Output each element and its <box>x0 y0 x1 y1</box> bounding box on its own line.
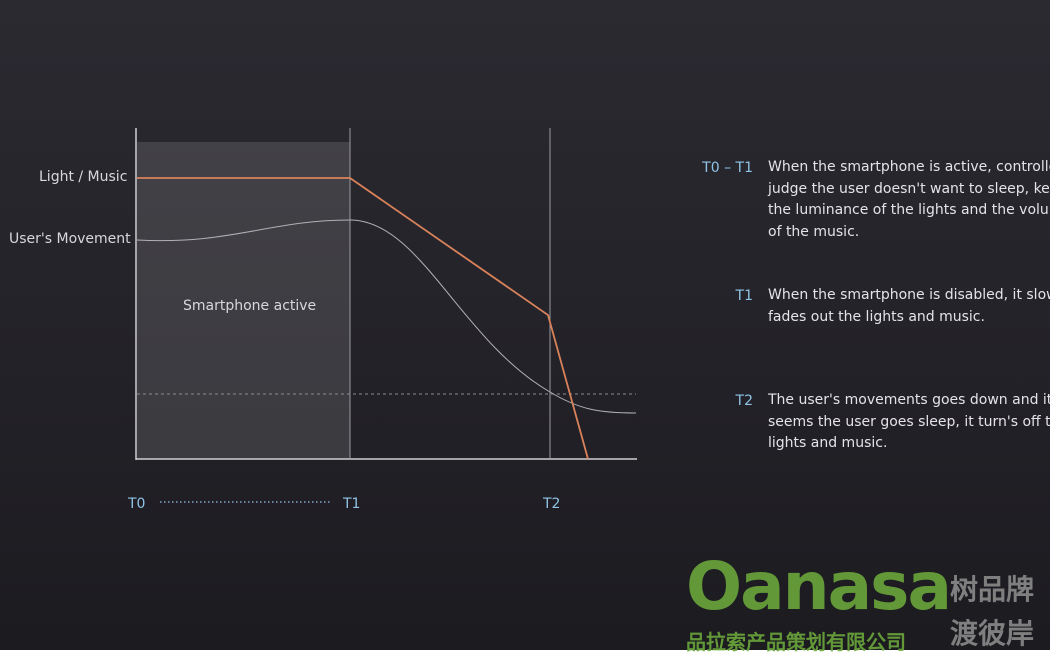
light-music-curve <box>137 177 589 460</box>
active-region <box>137 142 350 459</box>
y-label: Light / Music <box>39 169 128 185</box>
note-line: When the smartphone is active, controlle… <box>768 159 1050 175</box>
note-line: The user's movements goes down and it <box>768 392 1050 408</box>
watermark-brand: Oanasa <box>686 548 952 625</box>
note-key: T0 – T1 <box>702 160 753 176</box>
time-mark: T1 <box>343 496 361 512</box>
watermark-company: 品拉索产品策划有限公司 <box>686 630 906 654</box>
note-body: The user's movements goes down and it see… <box>768 390 1050 455</box>
note-key: T1 <box>735 288 753 304</box>
time-mark: T0 <box>128 496 146 512</box>
note-line: the luminance of the lights and the volu… <box>768 202 1050 218</box>
watermark-tag: 树品牌 <box>950 573 1035 606</box>
note-line: of the music. <box>768 223 860 240</box>
note-key: T2 <box>735 393 753 409</box>
watermark-tag: 渡彼岸 <box>950 617 1035 650</box>
note-line: seems the user goes sleep, it turn's off… <box>768 413 1050 430</box>
note-line: lights and music. <box>768 435 888 451</box>
movement-curve <box>136 219 637 414</box>
y-label: User's Movement <box>9 231 131 247</box>
note-line: judge the user doesn't want to sleep, ke… <box>768 180 1050 197</box>
note-body: When the smartphone is active, controlle… <box>768 157 1050 243</box>
note-line: fades out the lights and music. <box>768 308 985 325</box>
note-body: When the smartphone is disabled, it slow… <box>768 285 1050 328</box>
note-line: When the smartphone is disabled, it slow… <box>768 287 1050 303</box>
region-label: Smartphone active <box>183 298 317 314</box>
time-mark: T2 <box>543 496 561 512</box>
